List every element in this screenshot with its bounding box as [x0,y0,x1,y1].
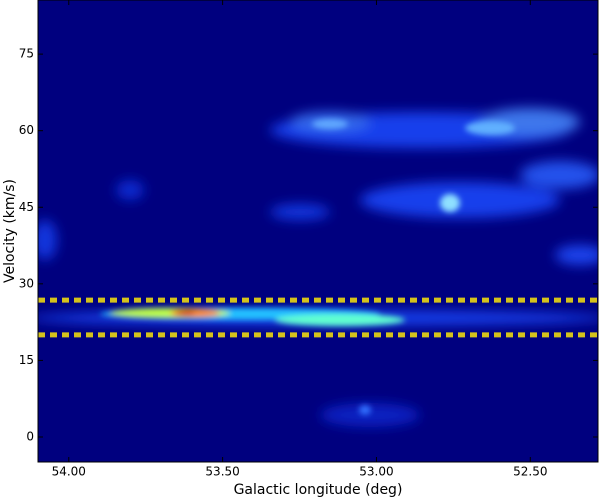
y-tick-label: 30 [19,276,34,290]
emission [38,108,598,427]
plot-frame [37,0,599,463]
x-tick-label: 53.00 [359,465,393,479]
y-tick-label: 0 [26,429,34,443]
y-tick-label: 75 [19,47,34,61]
y-tick-label: 60 [19,123,34,137]
x-axis-title: Galactic longitude (deg) [234,482,403,497]
y-tick-label: 45 [19,200,34,214]
x-tick-label: 54.00 [52,465,86,479]
x-tick-label: 52.50 [513,465,547,479]
y-tick-label: 15 [19,353,34,367]
plot-background [38,0,598,462]
x-tick-label: 53.50 [205,465,239,479]
y-axis-title: Velocity (km/s) [2,179,18,283]
